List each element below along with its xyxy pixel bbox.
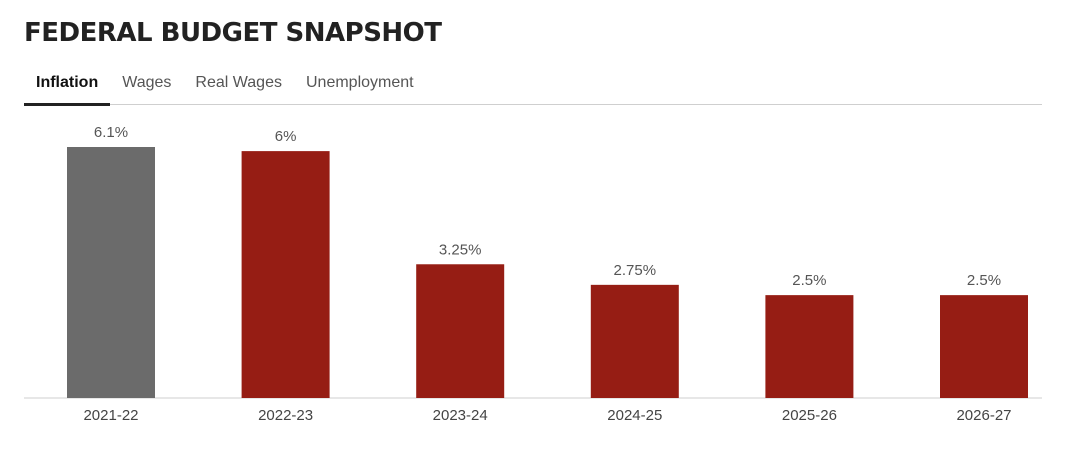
bar-2024-25[interactable] xyxy=(590,284,679,398)
value-label-2021-22: 6.1% xyxy=(94,124,128,141)
value-label-2024-25: 2.75% xyxy=(614,262,657,279)
bar-2025-26[interactable] xyxy=(765,295,854,398)
category-label-2025-26: 2025-26 xyxy=(782,407,837,424)
bar-2023-24[interactable] xyxy=(416,264,505,398)
value-label-2025-26: 2.5% xyxy=(792,272,826,289)
bar-2026-27[interactable] xyxy=(940,295,1028,398)
value-label-2026-27: 2.5% xyxy=(967,272,1001,289)
tab-inflation[interactable]: Inflation xyxy=(24,70,111,106)
tab-unemployment[interactable]: Unemployment xyxy=(305,74,414,91)
bar-2021-22[interactable] xyxy=(67,147,155,398)
value-label-2023-24: 3.25% xyxy=(439,241,482,258)
tab-bar: Inflation Wages Real Wages Unemployment xyxy=(24,70,1042,106)
page-title: FEDERAL BUDGET SNAPSHOT xyxy=(24,18,442,48)
tab-real-wages[interactable]: Real Wages xyxy=(195,74,282,91)
tab-wages[interactable]: Wages xyxy=(122,74,172,91)
value-label-2022-23: 6% xyxy=(275,128,297,145)
category-label-2024-25: 2024-25 xyxy=(607,407,662,424)
category-label-2023-24: 2023-24 xyxy=(433,407,488,424)
bar-2022-23[interactable] xyxy=(241,151,330,398)
category-label-2026-27: 2026-27 xyxy=(956,407,1011,424)
category-label-2021-22: 2021-22 xyxy=(83,407,138,424)
category-label-2022-23: 2022-23 xyxy=(258,407,313,424)
